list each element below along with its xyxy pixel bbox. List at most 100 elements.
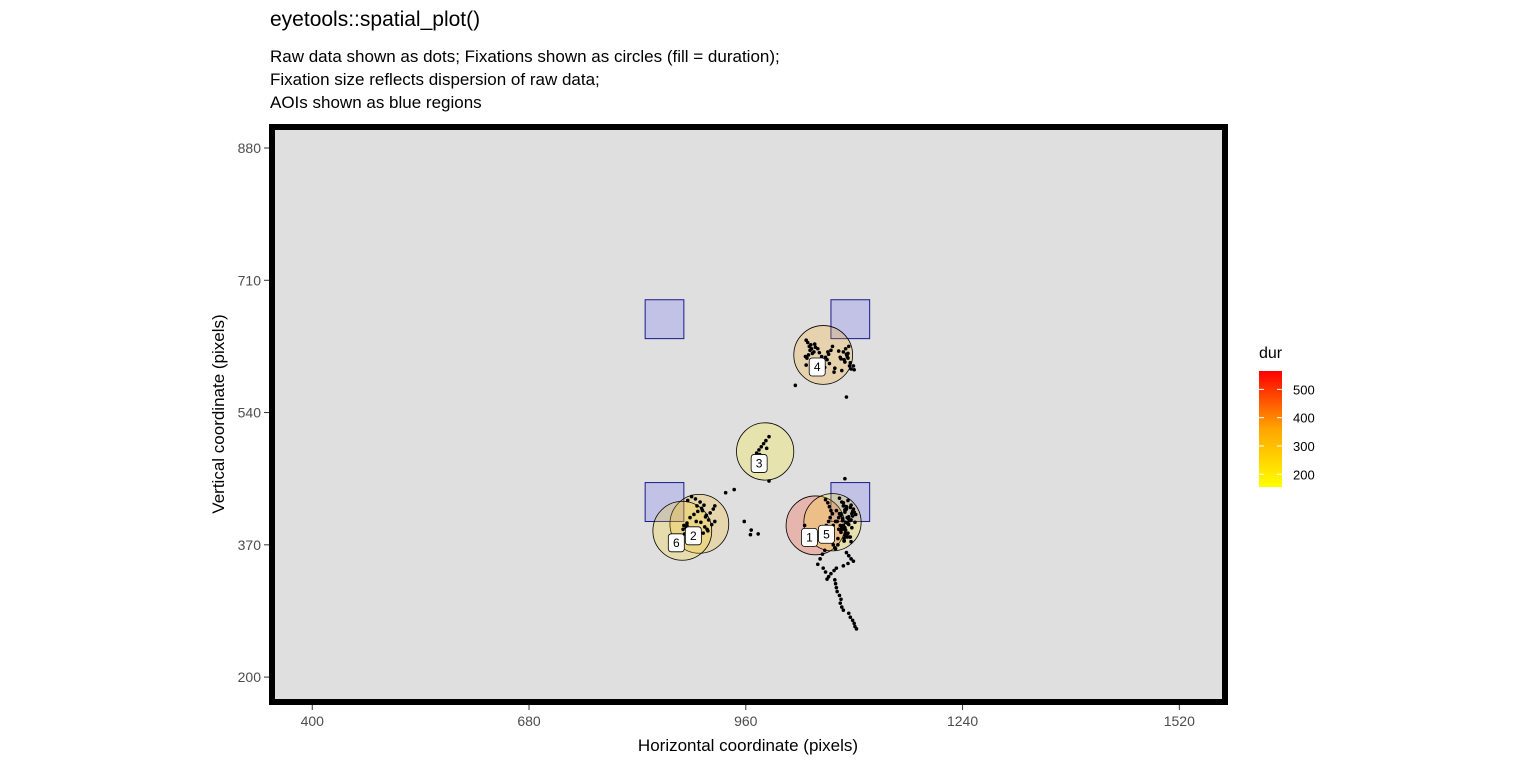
raw-data-point xyxy=(692,512,696,517)
raw-data-point xyxy=(836,515,841,520)
raw-data-point xyxy=(681,527,685,532)
raw-data-point xyxy=(808,348,812,353)
raw-data-point xyxy=(837,496,842,500)
raw-data-point xyxy=(846,611,851,616)
x-tick-label: 1520 xyxy=(1164,713,1195,729)
raw-data-point xyxy=(836,543,840,547)
raw-data-point xyxy=(839,597,843,602)
raw-data-point xyxy=(846,561,850,566)
fixation-label-box xyxy=(808,357,826,377)
raw-data-point xyxy=(834,508,839,513)
raw-data-point xyxy=(827,504,832,509)
raw-data-point xyxy=(827,361,832,366)
raw-data-point xyxy=(835,519,839,524)
raw-data-point xyxy=(732,487,736,492)
raw-data-point xyxy=(749,528,754,532)
raw-data-point xyxy=(819,354,824,359)
raw-data-point xyxy=(847,364,852,368)
raw-data-point xyxy=(845,535,850,539)
fixation-label: 3 xyxy=(756,456,763,470)
raw-data-point xyxy=(754,451,759,455)
raw-data-point xyxy=(837,593,842,598)
raw-data-point xyxy=(829,348,833,353)
raw-data-point xyxy=(851,559,856,563)
fixation-label-box xyxy=(818,524,835,544)
raw-data-point xyxy=(830,511,835,516)
raw-data-point xyxy=(849,503,853,507)
raw-data-point xyxy=(812,342,817,346)
raw-data-point xyxy=(852,367,856,372)
fixation-label: 4 xyxy=(814,360,821,374)
fixation-label-box xyxy=(750,454,768,473)
raw-data-point xyxy=(839,511,843,516)
raw-data-point xyxy=(850,618,855,623)
aoi-region xyxy=(830,299,871,340)
raw-data-point xyxy=(804,338,808,342)
raw-data-point xyxy=(834,585,839,590)
raw-data-point xyxy=(826,350,830,354)
raw-data-point xyxy=(842,539,846,543)
legend-colorbar xyxy=(1259,371,1282,487)
raw-data-point xyxy=(839,500,844,504)
raw-data-point xyxy=(706,529,710,533)
raw-data-point xyxy=(841,564,846,568)
raw-data-point xyxy=(764,446,769,451)
raw-data-point xyxy=(810,351,815,356)
subtitle-line: Fixation size reflects dispersion of raw… xyxy=(270,70,600,89)
raw-data-point xyxy=(767,434,771,439)
raw-data-point xyxy=(844,395,849,399)
raw-data-point xyxy=(698,500,702,504)
x-tick-label: 960 xyxy=(734,713,758,729)
fixation-label-box xyxy=(667,533,685,553)
raw-data-point xyxy=(853,520,857,525)
raw-data-point xyxy=(757,448,761,452)
raw-data-point xyxy=(838,523,843,528)
raw-data-point xyxy=(825,577,829,581)
raw-data-point xyxy=(742,519,747,524)
raw-data-point xyxy=(756,532,760,536)
fixation-circle xyxy=(793,325,854,385)
raw-data-point xyxy=(689,494,694,499)
raw-data-point xyxy=(829,571,833,576)
raw-data-point xyxy=(852,621,856,626)
aoi-region xyxy=(830,482,871,522)
raw-data-point xyxy=(846,522,851,527)
raw-data-point xyxy=(841,523,846,528)
raw-data-point xyxy=(846,553,851,558)
plot-panel xyxy=(269,124,1228,705)
raw-data-point xyxy=(828,515,832,520)
raw-data-point xyxy=(806,353,811,357)
raw-data-point xyxy=(840,527,845,532)
raw-data-point xyxy=(843,508,847,512)
raw-data-point xyxy=(833,578,837,582)
raw-data-point xyxy=(844,504,849,509)
aoi-layer xyxy=(644,299,871,522)
legend-tick-label: 200 xyxy=(1293,467,1315,482)
raw-data-point xyxy=(836,536,840,541)
raw-data-point xyxy=(699,520,703,525)
raw-data-point xyxy=(702,503,706,507)
x-axis-title: Horizontal coordinate (pixels) xyxy=(638,736,858,755)
raw-data-point xyxy=(695,509,700,514)
legend-tick-label: 300 xyxy=(1293,439,1315,454)
raw-data-point xyxy=(685,521,689,525)
raw-data-point xyxy=(818,557,822,561)
raw-data-point xyxy=(702,525,707,529)
raw-data-point xyxy=(713,504,717,508)
raw-data-point xyxy=(700,508,705,513)
fixation-label: 1 xyxy=(806,530,813,544)
x-tick-label: 400 xyxy=(301,713,325,729)
legend-title: dur xyxy=(1259,345,1283,362)
raw-data-point xyxy=(839,357,843,361)
raw-data-point xyxy=(822,548,827,553)
raw-data-point xyxy=(823,497,828,502)
raw-data-point xyxy=(842,357,846,362)
chart-title: eyetools::spatial_plot() xyxy=(270,8,481,31)
y-tick-label: 370 xyxy=(238,537,262,553)
raw-data-point xyxy=(848,360,853,365)
raw-data-point xyxy=(809,343,813,347)
raw-data-point xyxy=(833,581,838,586)
raw-data-point xyxy=(823,570,828,574)
raw-data-point xyxy=(695,504,699,508)
